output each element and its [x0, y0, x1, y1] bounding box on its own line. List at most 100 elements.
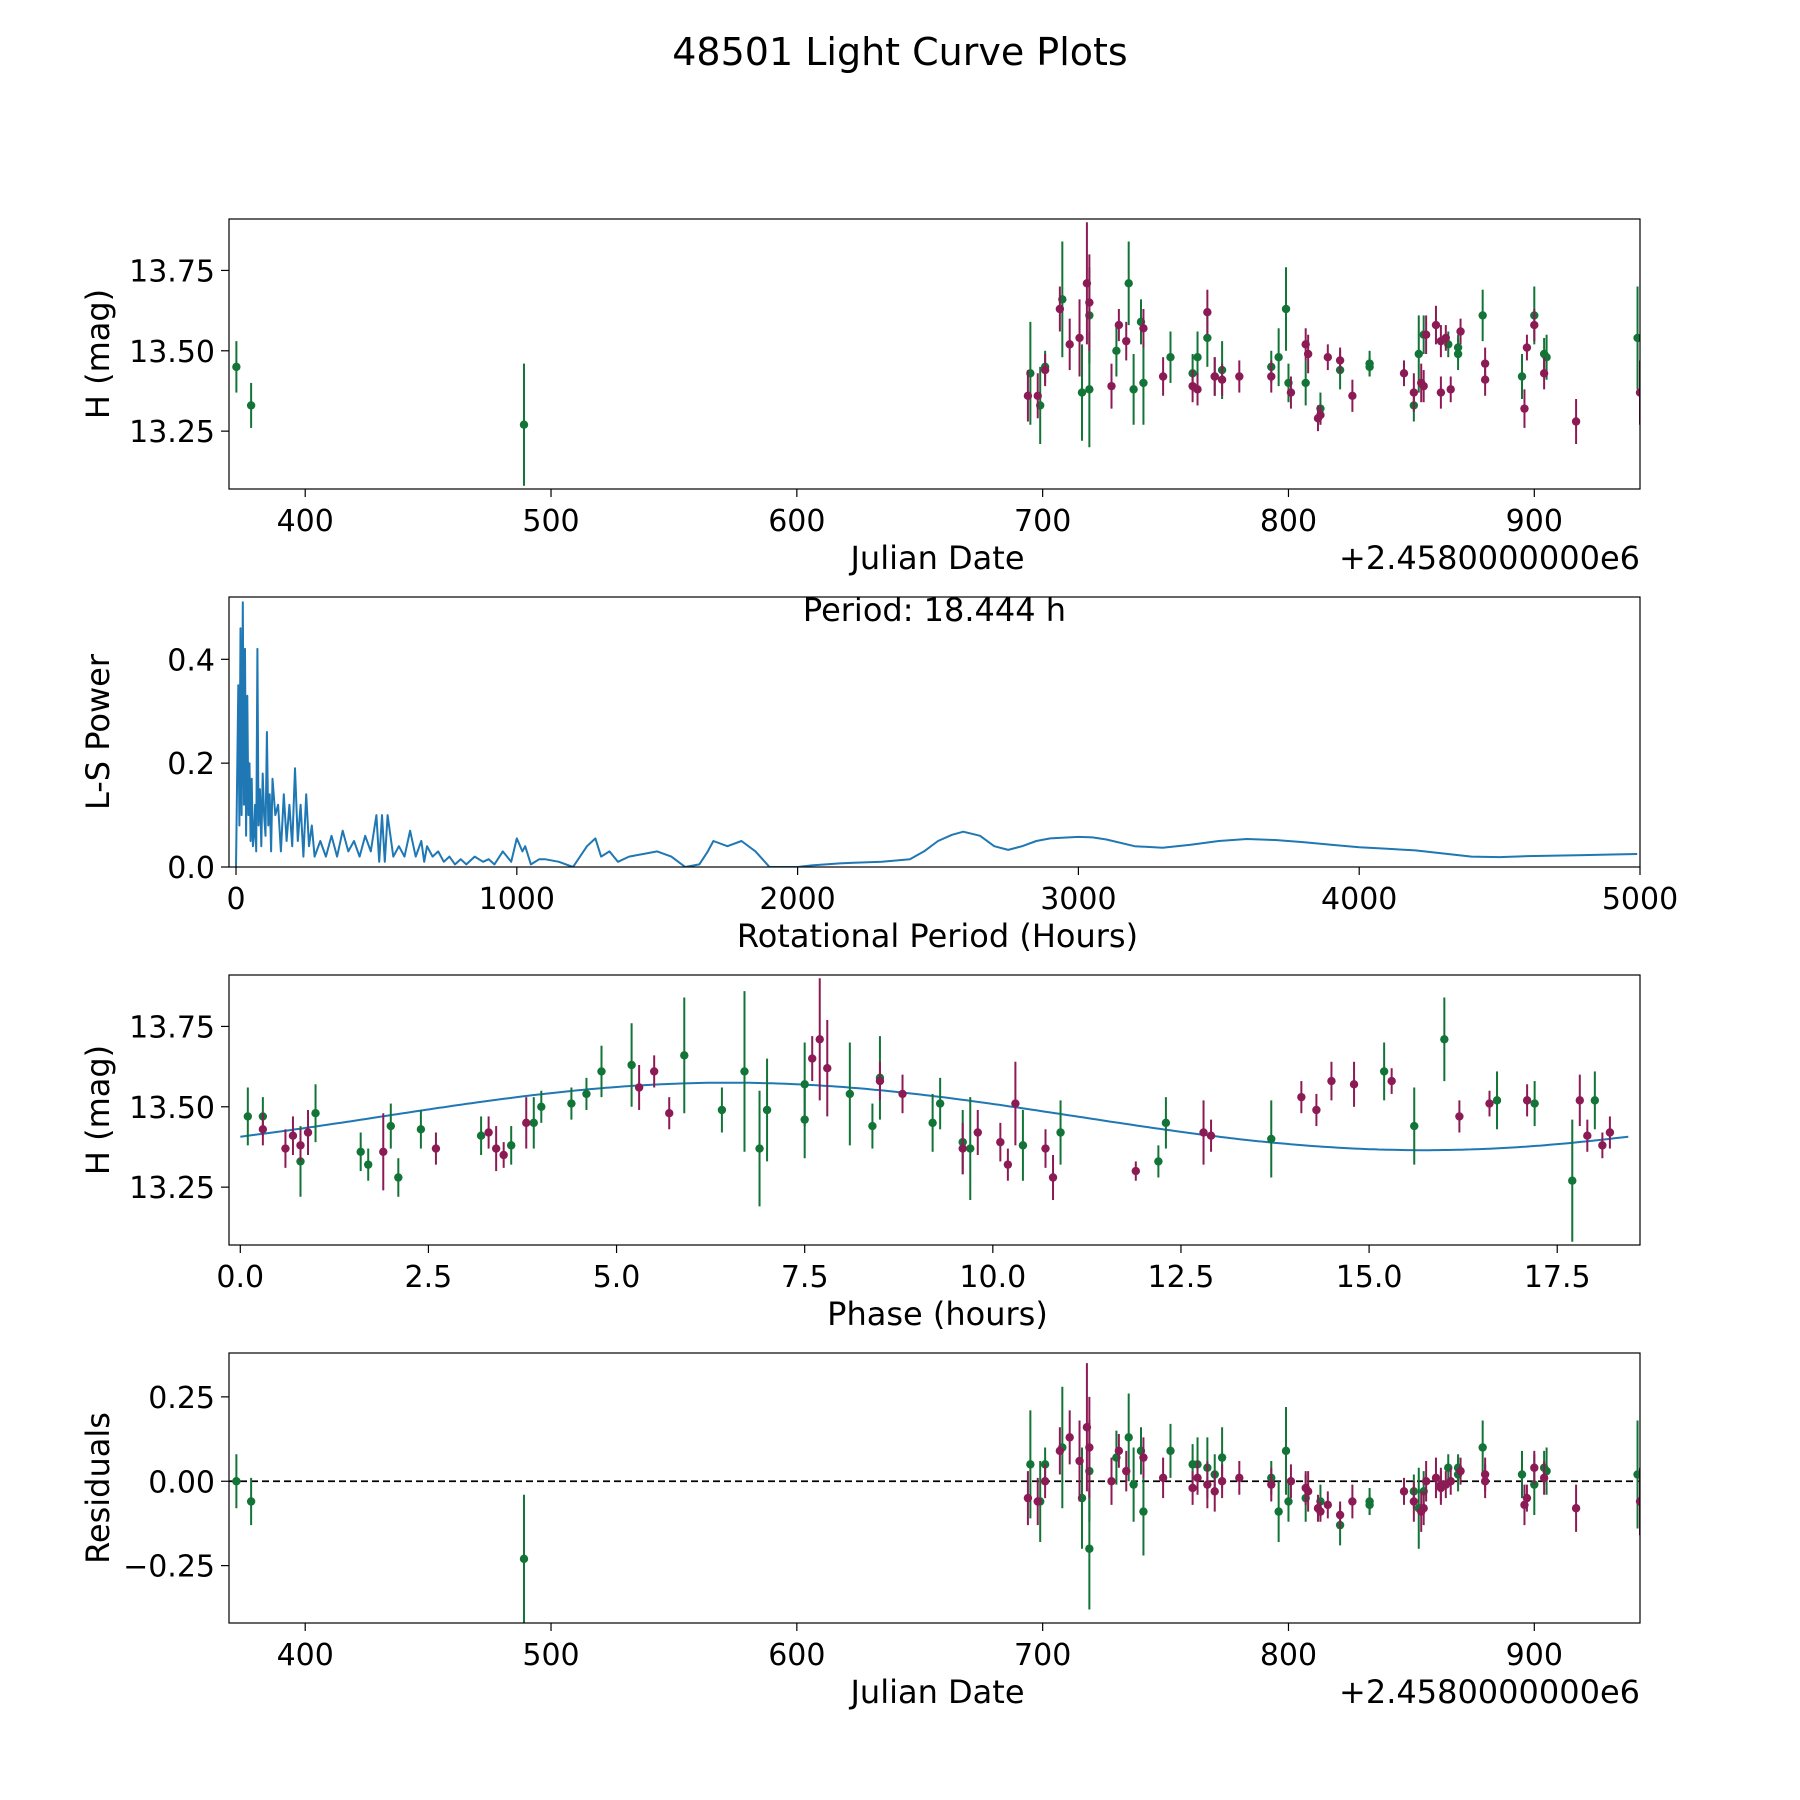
panel-lightcurve: 400 500 600 700 800 900 13.25 13.50 13.75 Julian …: [79, 218, 1641, 577]
marker: [1286, 388, 1296, 397]
y-tick-label: 13.75: [129, 1010, 215, 1045]
x-tick-label: 900: [1506, 504, 1563, 539]
marker: [1217, 375, 1227, 384]
marker: [649, 1067, 659, 1076]
y-tick-label: 0.0: [167, 851, 215, 886]
marker: [1522, 1096, 1532, 1105]
data-point-green: [1365, 357, 1374, 377]
y-tick-label: 0.2: [167, 747, 215, 782]
marker: [1492, 1096, 1502, 1105]
marker: [1414, 349, 1423, 359]
data-point-maroon: [1055, 286, 1065, 332]
marker: [246, 1497, 256, 1506]
marker: [1281, 1446, 1291, 1456]
data-point-green: [567, 1087, 576, 1120]
data-point-maroon: [1480, 1464, 1490, 1499]
y-axis-label: L-S Power: [79, 653, 117, 810]
marker: [665, 1109, 674, 1118]
y-tick-label: 13.50: [129, 1091, 215, 1126]
data-point-maroon: [1312, 1093, 1321, 1127]
x-tick-label: 5.0: [593, 1260, 641, 1295]
data-point-maroon: [1286, 376, 1296, 409]
marker: [1085, 385, 1094, 394]
data-point-maroon: [1530, 1450, 1539, 1485]
axes-frame: [228, 974, 1641, 1246]
data-point-green: [311, 1084, 320, 1143]
data-point-maroon: [996, 1122, 1005, 1162]
data-point-green: [394, 1158, 403, 1197]
marker: [1003, 1160, 1013, 1169]
marker: [1590, 1096, 1600, 1105]
data-point-maroon: [1041, 1129, 1050, 1168]
y-tick-label: 13.25: [129, 415, 215, 450]
marker: [1421, 1477, 1431, 1486]
marker: [1365, 1500, 1374, 1510]
marker: [1583, 1131, 1592, 1140]
data-point-green: [680, 997, 689, 1114]
data-point-green: [1085, 1488, 1094, 1610]
marker: [1124, 1433, 1133, 1442]
data-point-maroon: [281, 1129, 290, 1168]
plot-area-phase_fold: [240, 978, 1629, 1242]
data-point-maroon: [1131, 1161, 1141, 1181]
power-line: [235, 601, 1638, 867]
marker: [281, 1144, 290, 1153]
x-tick-label: 17.5: [1524, 1260, 1591, 1295]
marker: [394, 1173, 403, 1182]
data-point-green: [868, 1103, 877, 1149]
marker: [1166, 353, 1175, 362]
marker: [1456, 1466, 1465, 1476]
marker: [1065, 1433, 1074, 1442]
data-point-maroon: [1571, 399, 1581, 444]
x-tick-label: 7.5: [781, 1260, 829, 1295]
data-point-maroon: [1316, 405, 1325, 425]
marker: [1124, 279, 1133, 288]
data-point-maroon: [1419, 370, 1428, 403]
data-point-green: [1590, 1071, 1600, 1130]
data-point-maroon: [1349, 1061, 1359, 1107]
marker: [1114, 320, 1124, 330]
marker: [800, 1115, 809, 1124]
data-point-maroon: [1431, 305, 1441, 345]
data-point-green: [1478, 289, 1487, 342]
data-point-maroon: [1421, 315, 1431, 354]
marker: [1323, 1500, 1333, 1510]
marker: [1112, 346, 1121, 355]
x-offset-label: +2.4580000000e6: [1339, 1673, 1640, 1711]
marker: [996, 1137, 1005, 1147]
data-point-maroon: [1107, 1457, 1116, 1505]
data-point-maroon: [1193, 1461, 1202, 1495]
marker: [1217, 1453, 1227, 1462]
y-tick-label: 13.75: [129, 254, 215, 289]
x-tick-label: 500: [522, 1638, 579, 1673]
marker: [1026, 1460, 1035, 1469]
marker: [1193, 1473, 1202, 1483]
data-point-maroon: [1199, 1100, 1208, 1165]
marker: [1203, 308, 1212, 317]
marker: [1114, 1446, 1124, 1456]
data-point-maroon: [1003, 1148, 1013, 1181]
data-point-maroon: [1217, 1464, 1227, 1499]
x-tick-label: 1000: [479, 882, 555, 917]
data-point-maroon: [1327, 1061, 1336, 1101]
data-point-maroon: [296, 1129, 305, 1162]
marker: [1188, 1483, 1197, 1493]
data-point-maroon: [499, 1142, 508, 1168]
marker: [1065, 340, 1074, 349]
data-point-green: [762, 1058, 772, 1162]
marker: [1048, 1173, 1058, 1182]
marker: [1379, 1067, 1389, 1076]
data-point-green: [386, 1103, 395, 1149]
marker: [1421, 330, 1431, 339]
data-point-maroon: [1575, 1074, 1584, 1127]
marker: [1335, 1510, 1345, 1520]
data-point-green: [1301, 360, 1310, 406]
data-point-maroon: [484, 1116, 493, 1149]
marker: [1210, 1487, 1219, 1496]
marker: [1286, 1477, 1296, 1486]
data-point-maroon: [1011, 1061, 1020, 1146]
marker: [1139, 378, 1148, 388]
marker: [364, 1160, 373, 1169]
marker: [1633, 1470, 1640, 1479]
marker: [1206, 1131, 1216, 1140]
